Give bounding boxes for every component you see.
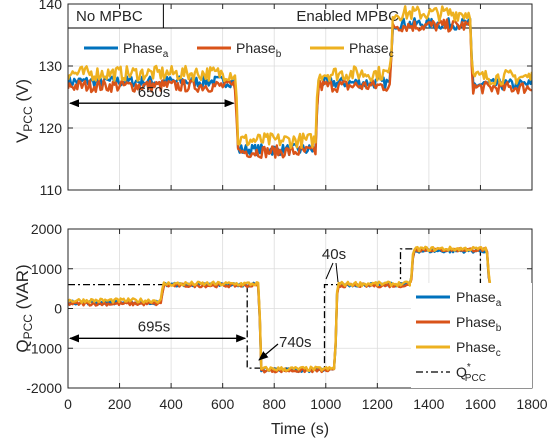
legend: Phasea Phaseb Phasec Q* PCC: [411, 283, 532, 388]
y-tick-label: 0: [54, 301, 62, 317]
y-tick-label: 1000: [31, 261, 62, 277]
legend-label-b: Phaseb: [456, 314, 502, 334]
x-tick-label: 600: [211, 396, 235, 412]
reactive-power-plot: 0 200 400 600 800 1000 1200 1400 1600 1800 -2000 -1…: [13, 221, 548, 438]
x-tick-label: 1200: [362, 396, 393, 412]
x-tick-label: 1000: [310, 396, 341, 412]
legend-label-a: Phasea: [456, 289, 502, 309]
legend-label-c: Phasec: [456, 339, 501, 359]
x-axis-label: Time (s): [271, 421, 329, 438]
x-tick-label: 1800: [516, 396, 547, 412]
region-label: Enabled MPBC: [296, 8, 399, 25]
annotation-label: 740s: [279, 334, 312, 351]
annotation-label: 40s: [322, 246, 346, 263]
x-tick-label: 1600: [465, 396, 496, 412]
voltage-plot: No MPBC Enabled MPBC 110 120 130 140 VPCC (V) 6…: [13, 0, 533, 198]
y-tick-label: 140: [39, 0, 63, 12]
y-tick-label: -1000: [26, 340, 62, 356]
legend-label-b: Phaseb: [236, 40, 282, 60]
y-tick-label: 130: [39, 58, 63, 74]
region-label: No MPBC: [76, 8, 143, 25]
legend-label-a: Phasea: [123, 40, 169, 60]
legend-label-c: Phasec: [349, 40, 394, 60]
legend-label-reference: Q* PCC: [456, 362, 486, 384]
x-tick-label: 0: [64, 396, 72, 412]
annotation-arrow: [258, 343, 279, 361]
x-tick-label: 400: [159, 396, 183, 412]
y-axis-label: QPCC (VAR): [13, 264, 35, 352]
y-tick-label: 120: [39, 120, 63, 136]
y-tick-label: -2000: [26, 380, 62, 396]
y-axis-label: VPCC (V): [13, 79, 35, 143]
annotation-pointer: [325, 262, 334, 280]
x-tick-label: 200: [108, 396, 132, 412]
annotation-pointer: [335, 262, 339, 283]
series-line-c: [68, 245, 532, 372]
annotation-label: 650s: [138, 84, 171, 101]
legend: Phasea Phaseb Phasec: [84, 40, 394, 60]
series-line-c: [68, 5, 532, 149]
x-tick-label: 800: [263, 396, 287, 412]
annotation-label: 695s: [138, 318, 171, 335]
y-tick-label: 2000: [31, 221, 62, 237]
y-tick-label: 110: [40, 182, 63, 198]
legend-background: [411, 283, 532, 388]
axes-box: [67, 3, 533, 191]
region-header: [68, 4, 164, 28]
x-tick-label: 1400: [413, 396, 444, 412]
